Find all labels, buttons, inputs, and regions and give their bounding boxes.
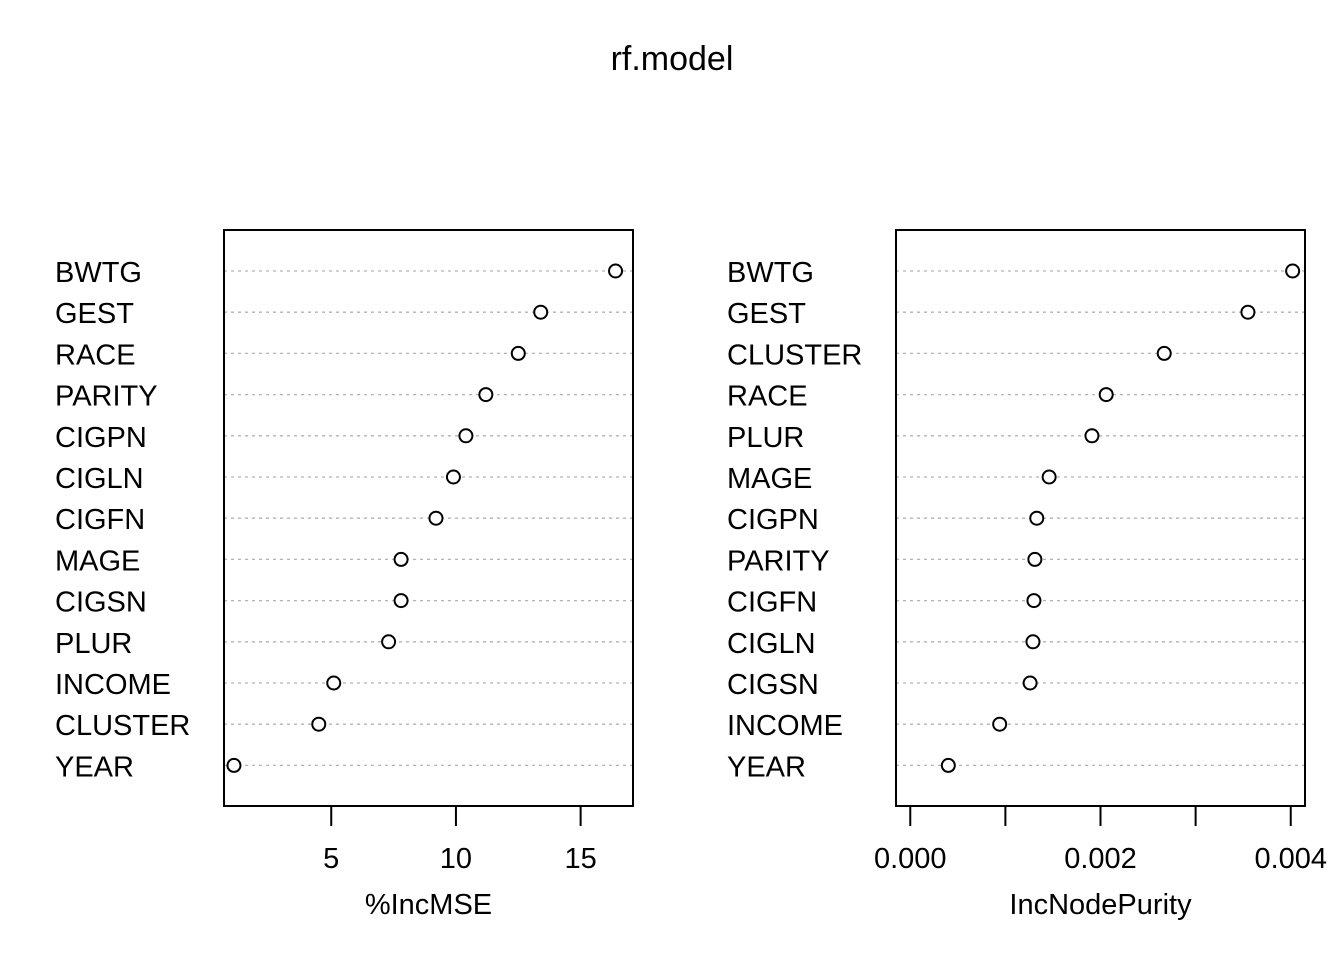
category-label: CIGSN bbox=[727, 669, 819, 701]
x-tick-label: 15 bbox=[564, 843, 596, 875]
category-label: CLUSTER bbox=[727, 339, 862, 371]
data-point bbox=[393, 551, 409, 567]
data-point bbox=[510, 345, 526, 361]
category-label: CIGPN bbox=[727, 504, 819, 536]
category-label: INCOME bbox=[727, 710, 843, 742]
data-point bbox=[608, 263, 624, 279]
category-label: GEST bbox=[727, 298, 806, 330]
category-label: CIGPN bbox=[55, 422, 147, 454]
category-label: PARITY bbox=[727, 545, 830, 577]
data-point bbox=[1027, 551, 1043, 567]
data-point bbox=[1041, 469, 1057, 485]
category-label: YEAR bbox=[55, 751, 134, 783]
category-label: CIGFN bbox=[727, 587, 817, 619]
data-point bbox=[992, 716, 1008, 732]
category-label: PARITY bbox=[55, 381, 158, 413]
data-point bbox=[478, 387, 494, 403]
category-label: CIGLN bbox=[55, 463, 144, 495]
panel-incmse: BWTG GEST RACE PARITY CIGPN CIGLN CIGFN MAGE CIG… bbox=[55, 229, 634, 921]
x-axis-label: %IncMSE bbox=[365, 889, 492, 921]
data-point bbox=[940, 757, 956, 773]
category-label: INCOME bbox=[55, 669, 171, 701]
data-point bbox=[311, 716, 327, 732]
x-tick-label: 0.004 bbox=[1254, 843, 1327, 875]
category-label: PLUR bbox=[55, 628, 132, 660]
data-point bbox=[326, 675, 342, 691]
x-tick-label: 0.002 bbox=[1064, 843, 1137, 875]
data-point bbox=[1098, 387, 1114, 403]
category-label: CIGFN bbox=[55, 504, 145, 536]
chart-title: rf.model bbox=[611, 40, 734, 78]
data-point bbox=[458, 428, 474, 444]
category-label: PLUR bbox=[727, 422, 804, 454]
category-label: GEST bbox=[55, 298, 134, 330]
data-point bbox=[533, 304, 549, 320]
data-point bbox=[1240, 304, 1256, 320]
data-point bbox=[1084, 428, 1100, 444]
category-label: BWTG bbox=[55, 257, 142, 289]
data-point bbox=[1022, 675, 1038, 691]
category-label: RACE bbox=[55, 339, 136, 371]
data-point bbox=[445, 469, 461, 485]
x-tick-label: 0.000 bbox=[874, 843, 947, 875]
data-point bbox=[393, 593, 409, 609]
category-label: RACE bbox=[727, 381, 808, 413]
data-point bbox=[1285, 263, 1301, 279]
category-label: CLUSTER bbox=[55, 710, 190, 742]
x-tick-label: 10 bbox=[440, 843, 472, 875]
category-label: BWTG bbox=[727, 257, 814, 289]
category-label: MAGE bbox=[55, 545, 140, 577]
x-axis-label: IncNodePurity bbox=[1009, 889, 1192, 921]
data-point bbox=[1025, 634, 1041, 650]
category-label: CIGLN bbox=[727, 628, 816, 660]
data-point bbox=[1029, 510, 1045, 526]
category-label: YEAR bbox=[727, 751, 806, 783]
panel-incnodepurity: BWTG GEST CLUSTER RACE PLUR MAGE CIGPN PARITY CI… bbox=[727, 229, 1327, 921]
data-point bbox=[226, 757, 242, 773]
data-point bbox=[381, 634, 397, 650]
x-tick-label: 5 bbox=[323, 843, 339, 875]
data-point bbox=[1026, 593, 1042, 609]
data-point bbox=[1156, 345, 1172, 361]
category-label: MAGE bbox=[727, 463, 812, 495]
data-point bbox=[428, 510, 444, 526]
category-label: CIGSN bbox=[55, 587, 147, 619]
